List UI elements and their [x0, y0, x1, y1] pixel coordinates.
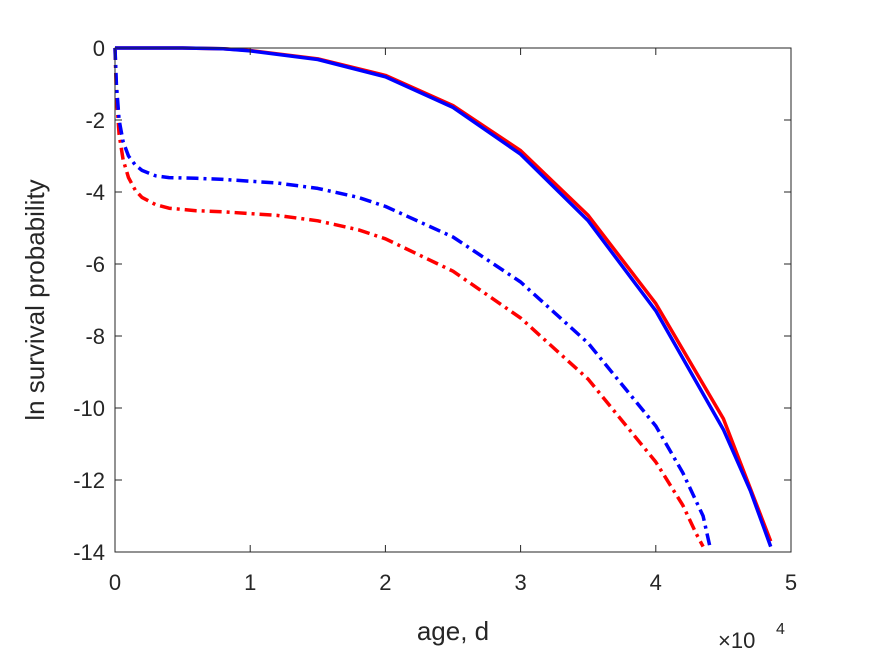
x-tick-label: 1	[244, 570, 256, 595]
x-tick-label: 4	[650, 570, 662, 595]
plot-background	[115, 48, 791, 552]
x-axis-multiplier: ×10	[718, 628, 755, 653]
x-tick-label: 0	[109, 570, 121, 595]
y-tick-label: -12	[73, 468, 105, 493]
tick-layer: 0 1 2 3 4 5 0 -2 -4 -6 -8 -10 -12 -14	[73, 36, 797, 595]
y-tick-label: -2	[85, 108, 105, 133]
series-line-4	[113, 47, 712, 547]
x-tick-label: 2	[379, 570, 391, 595]
x-axis-label: age, d	[417, 616, 489, 646]
x-axis-multiplier-exponent: 4	[776, 621, 785, 638]
x-tick-label: 3	[514, 570, 526, 595]
y-tick-label: -4	[85, 180, 105, 205]
y-tick-label: -10	[73, 396, 105, 421]
plot-box	[114, 47, 792, 553]
y-tick-label: -14	[73, 540, 105, 565]
y-tick-label: -8	[85, 324, 105, 349]
x-tick-label: 5	[785, 570, 797, 595]
y-axis-label: ln survival probability	[20, 179, 50, 420]
y-tick-label: 0	[93, 36, 105, 61]
y-tick-label: -6	[85, 252, 105, 277]
